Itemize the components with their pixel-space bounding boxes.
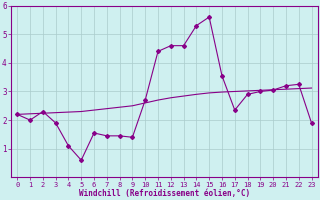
- X-axis label: Windchill (Refroidissement éolien,°C): Windchill (Refroidissement éolien,°C): [79, 189, 250, 198]
